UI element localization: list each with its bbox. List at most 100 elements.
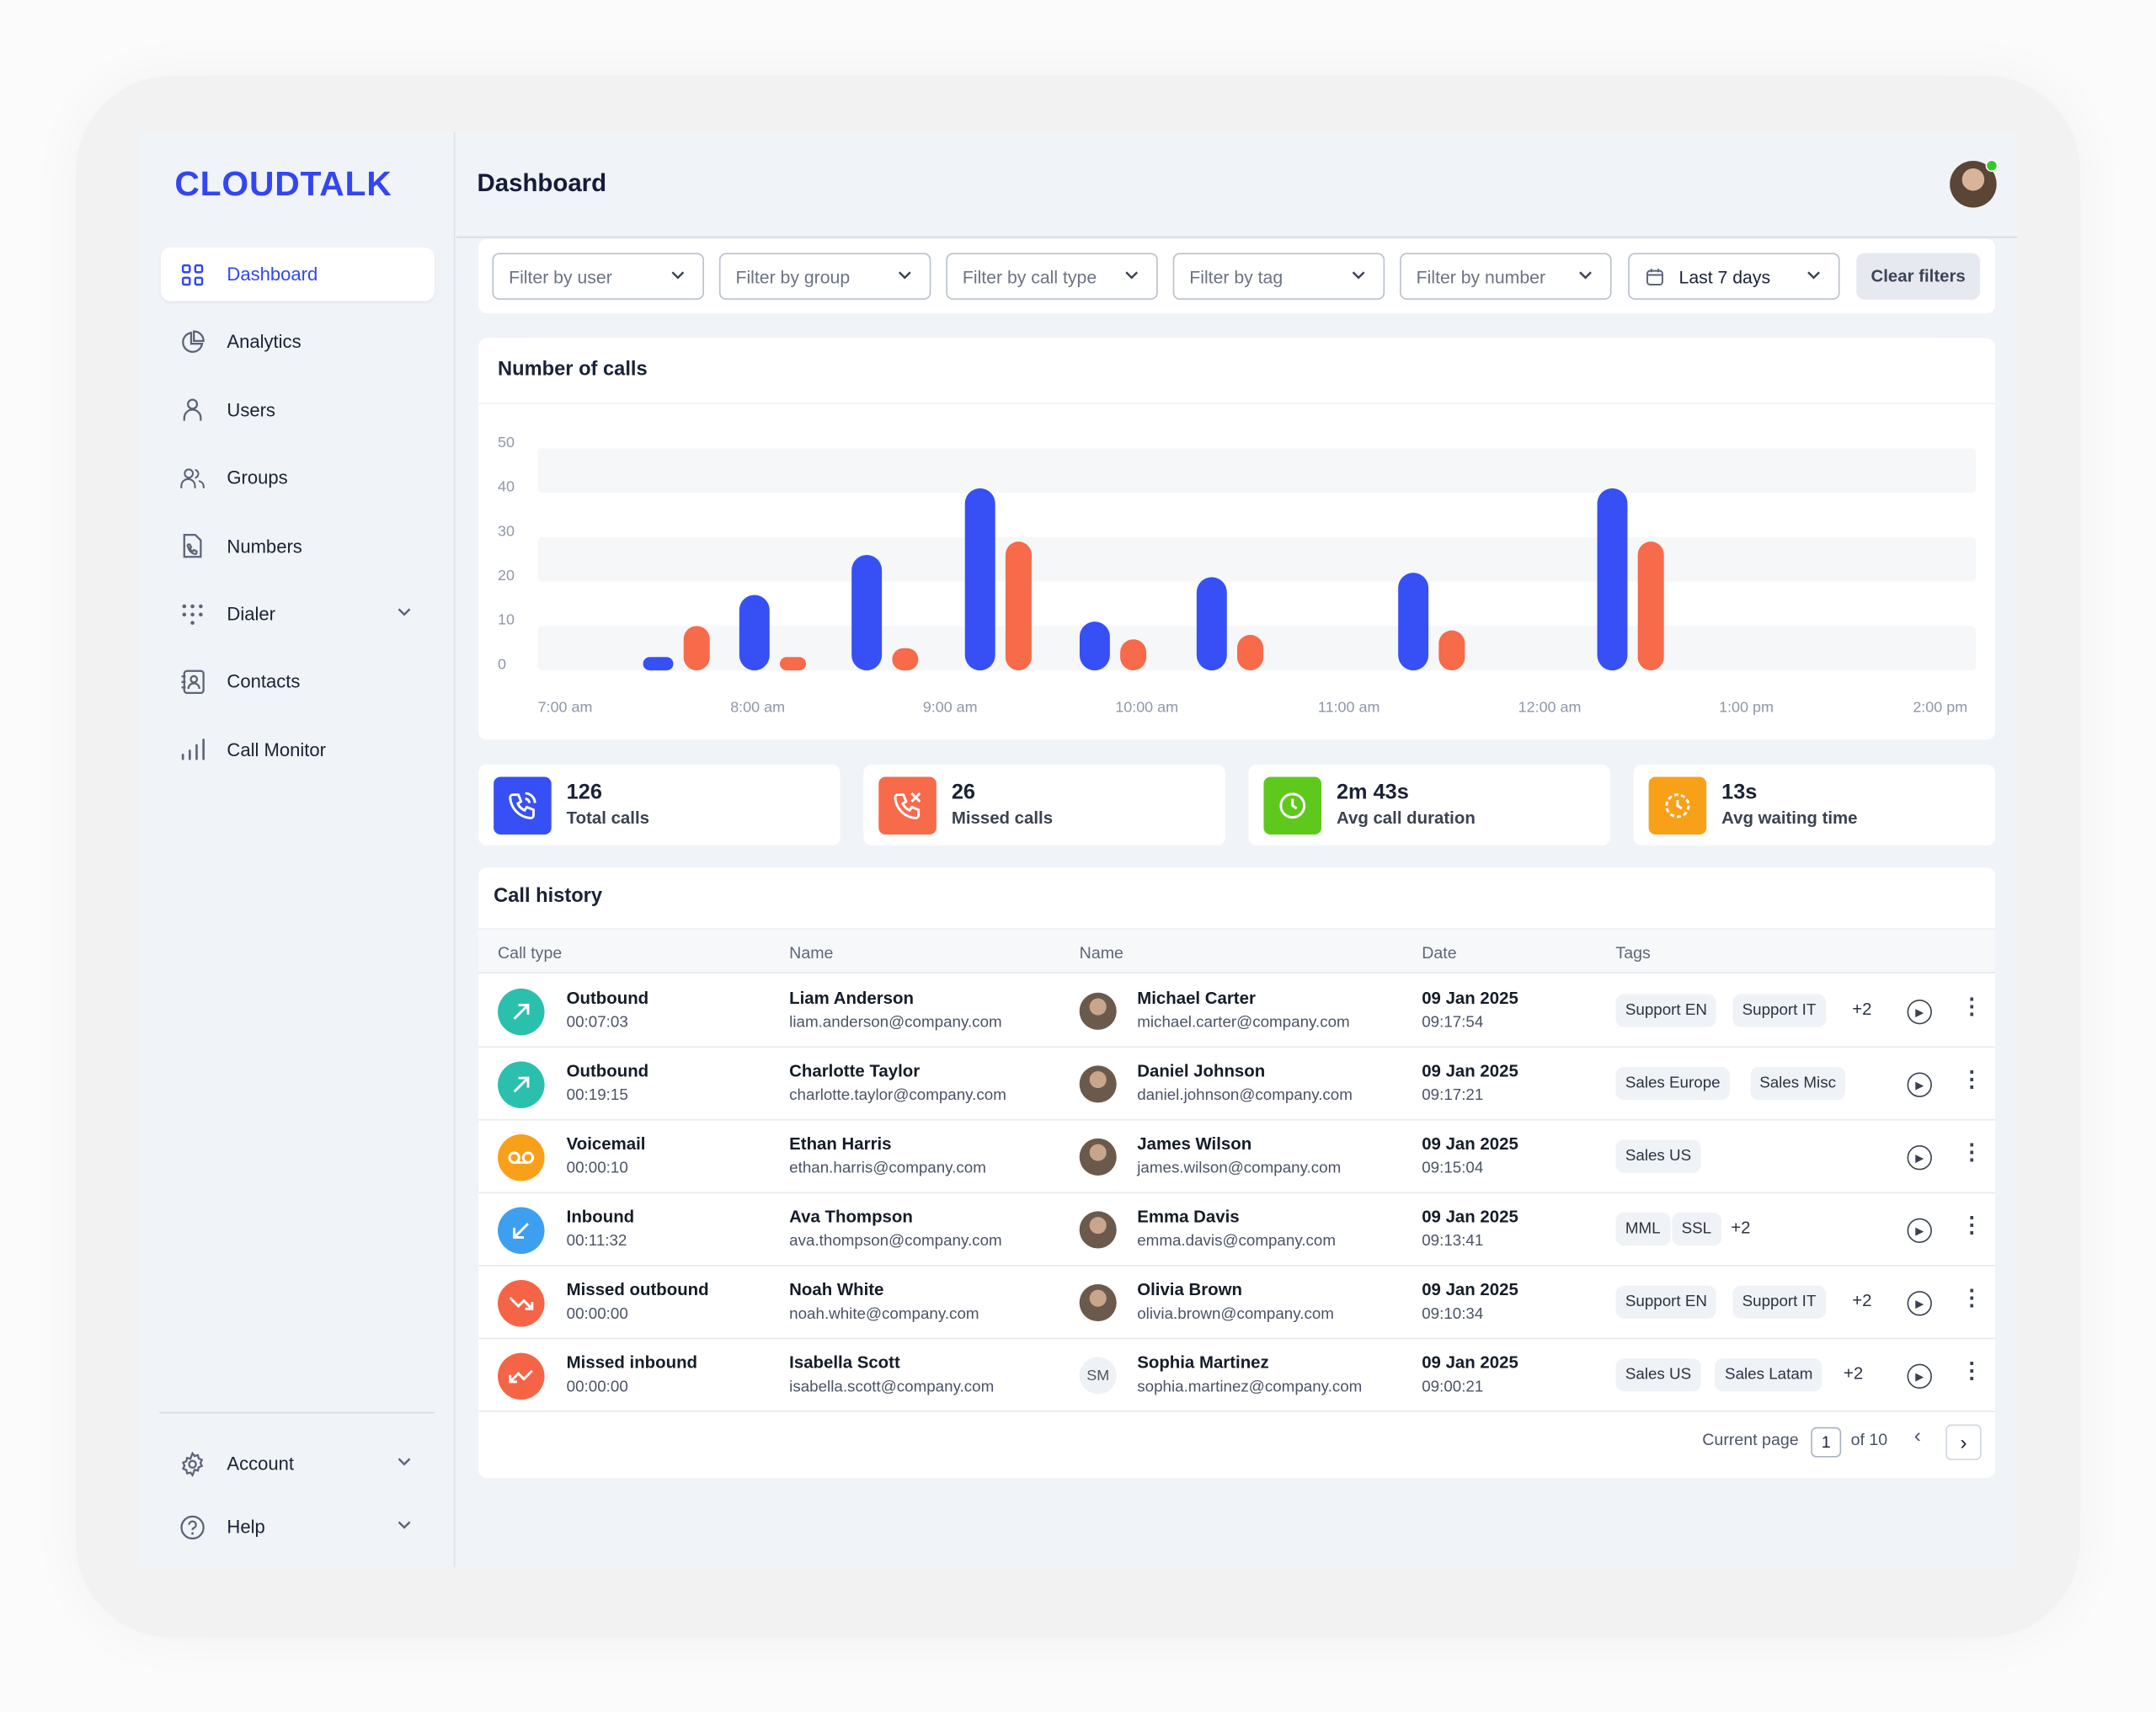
tag-chip[interactable]: Support EN (1615, 994, 1717, 1027)
bar-blue[interactable] (1597, 488, 1628, 671)
call-time: 09:17:21 (1422, 1087, 1484, 1105)
chevron-down-icon[interactable] (396, 604, 413, 624)
play-recording-icon[interactable]: ▶ (1907, 1072, 1932, 1097)
bar-orange[interactable] (1438, 630, 1465, 671)
tag-chip[interactable]: Sales Europe (1615, 1066, 1731, 1101)
sidebar-item-groups[interactable]: Groups (161, 451, 435, 505)
table-row[interactable]: Voicemail 00:00:10 Ethan Harris ethan.ha… (478, 1121, 1996, 1194)
play-recording-icon[interactable]: ▶ (1907, 1363, 1932, 1389)
current-page-input[interactable]: 1 (1811, 1427, 1842, 1458)
bar-blue[interactable] (964, 488, 995, 671)
bar-blue[interactable] (643, 657, 674, 671)
more-tags[interactable]: +2 (1852, 1291, 1872, 1310)
tag-chip[interactable]: SSL (1672, 1213, 1721, 1246)
sidebar-divider (159, 1411, 435, 1414)
y-tick-label: 10 (498, 611, 515, 628)
stat-card-missed-calls: 26 Missed calls (863, 764, 1225, 846)
sidebar: CLOUDTALK Dashboard Analytics Users Grou… (137, 131, 456, 1568)
bar-orange[interactable] (1005, 541, 1032, 671)
more-options-icon[interactable]: ⋮ (1961, 1213, 1983, 1238)
more-options-icon[interactable]: ⋮ (1961, 995, 1983, 1019)
filter-placeholder: Filter by number (1416, 265, 1546, 287)
call-date: 09 Jan 2025 (1422, 988, 1518, 1008)
tag-chip[interactable]: Sales Misc (1749, 1066, 1846, 1101)
arrow-down-left-icon (498, 1207, 545, 1255)
date-range-select[interactable]: Last 7 days (1628, 253, 1840, 300)
more-options-icon[interactable]: ⋮ (1961, 1068, 1983, 1092)
more-options-icon[interactable]: ⋮ (1961, 1287, 1983, 1310)
agent-email: ava.thompson@company.com (789, 1233, 1002, 1251)
chevron-down-icon[interactable] (396, 1453, 413, 1474)
call-history-card: Call history Call type Name Name Date Ta… (478, 867, 1996, 1479)
sidebar-item-dialer[interactable]: Dialer (161, 587, 435, 641)
phone-call-icon (494, 776, 552, 835)
table-row[interactable]: Outbound 00:19:15 Charlotte Taylor charl… (478, 1048, 1996, 1121)
user-icon (180, 397, 205, 422)
play-recording-icon[interactable]: ▶ (1907, 999, 1932, 1025)
sidebar-item-dashboard[interactable]: Dashboard (161, 247, 435, 301)
chevron-down-icon[interactable] (396, 1517, 413, 1537)
call-time: 09:00:21 (1422, 1379, 1484, 1396)
tag-chip[interactable]: Support IT (1732, 994, 1826, 1027)
filter-select-2[interactable]: Filter by call type (946, 253, 1158, 300)
table-row[interactable]: Inbound 00:11:32 Ava Thompson ava.thomps… (478, 1193, 1996, 1267)
filter-select-0[interactable]: Filter by user (492, 253, 704, 300)
date-range-value: Last 7 days (1678, 265, 1771, 287)
bar-blue[interactable] (1079, 621, 1110, 671)
bar-blue[interactable] (1196, 577, 1227, 671)
sidebar-item-help[interactable]: Help (161, 1500, 435, 1554)
play-recording-icon[interactable]: ▶ (1907, 1291, 1932, 1316)
sidebar-item-analytics[interactable]: Analytics (161, 316, 435, 370)
more-tags[interactable]: +2 (1731, 1218, 1751, 1238)
contact-avatar (1079, 992, 1117, 1030)
more-options-icon[interactable]: ⋮ (1961, 1141, 1983, 1165)
bar-blue[interactable] (851, 554, 883, 671)
more-tags[interactable]: +2 (1843, 1363, 1864, 1384)
grid-icon (180, 262, 205, 286)
tag-chip[interactable]: Support IT (1732, 1285, 1826, 1319)
bar-orange[interactable] (1237, 634, 1264, 671)
clear-filters-button[interactable]: Clear filters (1856, 253, 1981, 300)
y-tick-label: 50 (498, 434, 515, 451)
col-tags: Tags (1615, 943, 1651, 963)
missed-inbound-icon (498, 1352, 545, 1400)
sidebar-item-numbers[interactable]: Numbers (161, 519, 435, 573)
logo: CLOUDTALK (174, 164, 392, 204)
user-avatar[interactable] (1950, 159, 1999, 208)
more-options-icon[interactable]: ⋮ (1961, 1359, 1983, 1384)
tag-chip[interactable]: Sales US (1615, 1358, 1701, 1392)
filter-select-4[interactable]: Filter by number (1400, 253, 1612, 300)
bar-orange[interactable] (780, 657, 807, 671)
sidebar-item-call-monitor[interactable]: Call Monitor (161, 723, 435, 776)
table-row[interactable]: Missed outbound 00:00:00 Noah White noah… (478, 1267, 1996, 1340)
tag-chip[interactable]: MML (1615, 1213, 1671, 1246)
table-row[interactable]: Outbound 00:07:03 Liam Anderson liam.and… (478, 975, 1996, 1048)
sidebar-item-users[interactable]: Users (161, 383, 435, 437)
sidebar-item-contacts[interactable]: Contacts (161, 655, 435, 709)
contact-name: Emma Davis (1137, 1207, 1240, 1227)
call-date: 09 Jan 2025 (1422, 1061, 1518, 1081)
table-row[interactable]: Missed inbound 00:00:00 Isabella Scott i… (478, 1339, 1996, 1412)
bar-orange[interactable] (683, 626, 710, 671)
sidebar-item-label: Dashboard (227, 264, 318, 285)
x-tick-label: 10:00 am (1115, 699, 1178, 716)
tag-chip[interactable]: Sales Latam (1715, 1358, 1822, 1392)
tag-chip[interactable]: Support EN (1615, 1285, 1717, 1319)
filter-select-1[interactable]: Filter by group (718, 253, 931, 300)
y-tick-label: 0 (498, 655, 506, 672)
tag-chip[interactable]: Sales US (1615, 1139, 1701, 1173)
play-recording-icon[interactable]: ▶ (1907, 1218, 1932, 1243)
more-tags[interactable]: +2 (1852, 999, 1872, 1019)
prev-page-button[interactable]: ‹ (1913, 1424, 1921, 1448)
sidebar-item-label: Dialer (227, 603, 275, 625)
bar-orange[interactable] (892, 648, 919, 671)
filter-select-3[interactable]: Filter by tag (1172, 253, 1385, 300)
bar-blue[interactable] (739, 595, 770, 671)
call-duration: 00:00:10 (566, 1160, 628, 1177)
sidebar-item-account[interactable]: Account (161, 1437, 435, 1491)
play-recording-icon[interactable]: ▶ (1907, 1145, 1932, 1171)
bar-orange[interactable] (1120, 639, 1147, 671)
bar-blue[interactable] (1398, 573, 1429, 671)
next-page-button[interactable]: › (1945, 1424, 1982, 1460)
bar-orange[interactable] (1637, 541, 1664, 671)
